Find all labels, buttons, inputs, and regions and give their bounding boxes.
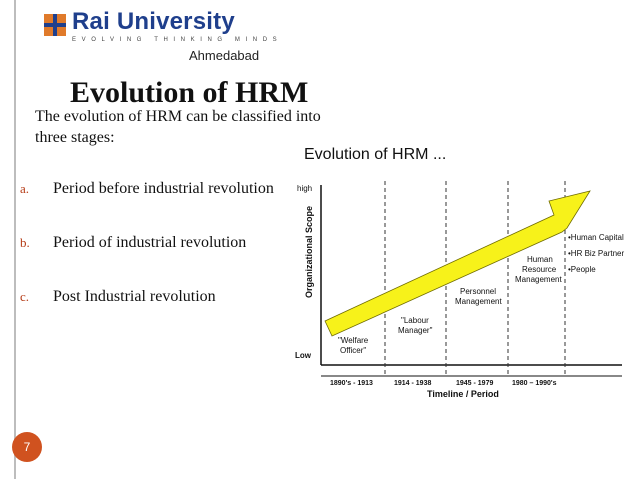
university-tagline: EVOLVING THINKING MINDS bbox=[72, 37, 283, 43]
role-label: •HR Biz Partner bbox=[568, 249, 624, 258]
stage-label: "Labour Manager" bbox=[398, 316, 433, 335]
university-logo: Rai University EVOLVING THINKING MINDS A… bbox=[44, 8, 277, 64]
role-label: •Human Capital bbox=[568, 233, 624, 242]
period-label: 1945 - 1979 bbox=[456, 380, 493, 387]
list-item: c. Post Industrial revolution bbox=[20, 288, 216, 306]
period-label: 1890's - 1913 bbox=[330, 380, 373, 387]
y-axis-high-label: high bbox=[297, 184, 312, 193]
list-item-letter: c. bbox=[20, 289, 30, 304]
stage-label: "Welfare Officer" bbox=[338, 336, 371, 355]
slide-title: Evolution of HRM bbox=[70, 76, 309, 109]
left-rail bbox=[0, 0, 14, 479]
list-item-letter: a. bbox=[20, 181, 30, 196]
stage-label: Human Resource Management bbox=[515, 255, 562, 284]
list-item-letter: b. bbox=[20, 235, 30, 250]
growth-arrow bbox=[324, 190, 591, 337]
list-item-text: Period of industrial revolution bbox=[53, 234, 247, 251]
list-item: b. Period of industrial revolution bbox=[20, 234, 246, 252]
left-rail-line bbox=[14, 0, 16, 479]
hrm-evolution-diagram: Evolution of HRM ... high Low Organizati… bbox=[292, 133, 638, 403]
list-item-text: Period before industrial revolution bbox=[53, 180, 274, 197]
page-number-badge: 7 bbox=[12, 432, 42, 462]
period-label: 1914 - 1938 bbox=[394, 380, 431, 387]
y-axis-low-label: Low bbox=[295, 351, 312, 360]
university-name: Rai University bbox=[72, 8, 235, 35]
list-item: a. Period before industrial revolution bbox=[20, 180, 274, 198]
list-item-text: Post Industrial revolution bbox=[53, 288, 216, 305]
university-campus: Ahmedabad bbox=[189, 48, 260, 63]
period-label: 1980 – 1990's bbox=[512, 380, 557, 387]
hrm-evolution-figure: Evolution of HRM ... high Low Organizati… bbox=[292, 133, 638, 403]
university-crest-icon bbox=[44, 14, 66, 36]
y-axis-title: Organizational Scope bbox=[304, 206, 314, 298]
role-label: •People bbox=[568, 265, 596, 274]
stage-label: Personnel Management bbox=[455, 287, 502, 306]
intro-text: The evolution of HRM can be classified i… bbox=[35, 108, 321, 146]
x-axis-title: Timeline / Period bbox=[427, 389, 499, 399]
figure-title: Evolution of HRM ... bbox=[304, 146, 446, 163]
